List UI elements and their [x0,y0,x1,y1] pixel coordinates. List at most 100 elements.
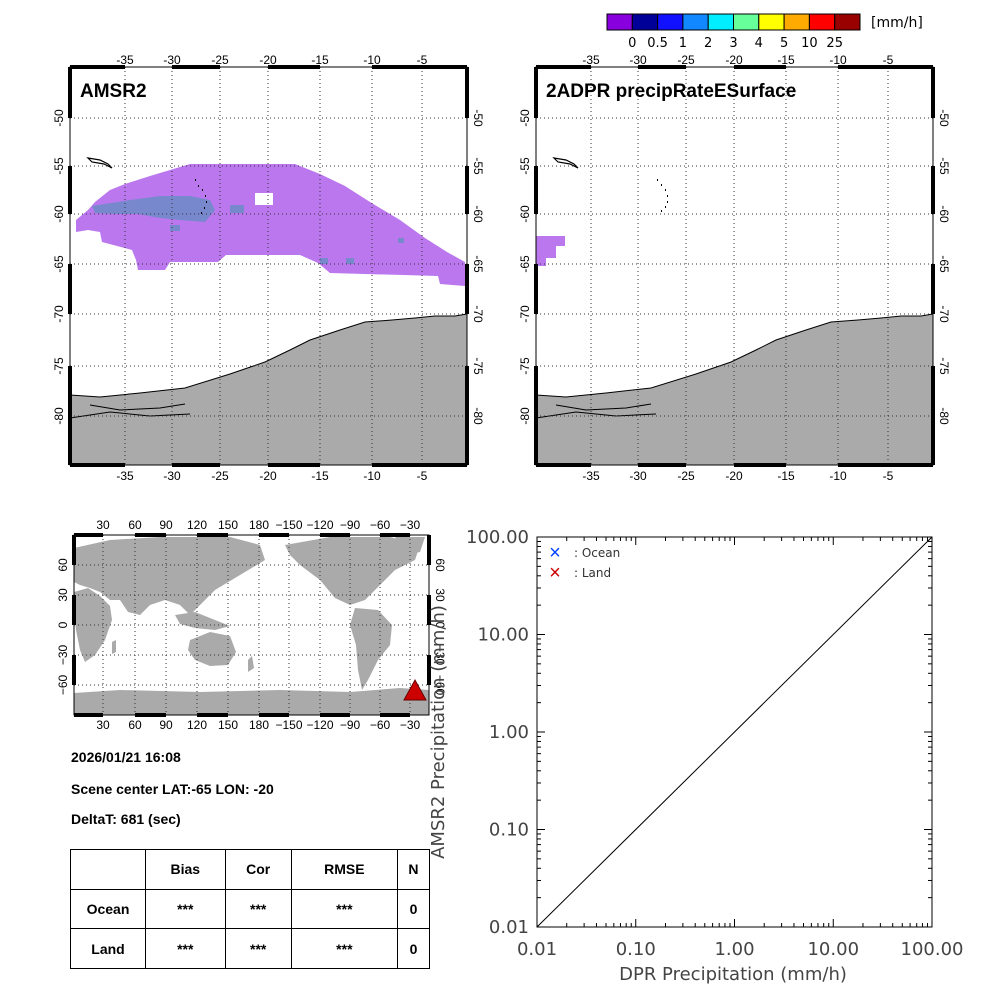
lat-tick-label: -70 [937,305,951,323]
colorbar-label: 5 [780,36,788,51]
table-row: Land *** *** *** 0 [70,928,431,969]
lat-tick-label: -50 [52,109,66,127]
row-label: Ocean [70,888,146,930]
amsr2-light-rain [92,196,215,222]
scatter-panel: 0.01 0.10 1.00 10.00 100.00 0.01 0.10 1.00 10.00… [420,520,980,1000]
lon-tick-label: -20 [725,469,743,483]
lat-tick-label: -55 [52,157,66,175]
world-lon-tick-label: −90 [340,718,361,732]
colorbar-swatch [758,13,785,31]
world-lat-tick-label: 60 [56,558,70,572]
lon-tick-label: -10 [829,53,847,67]
colorbar-label: 3 [729,36,737,51]
table-row: Ocean *** *** *** 0 [70,888,431,930]
world-lon-tick-label: 180 [249,518,269,532]
x-tick-label: 100.00 [901,939,964,960]
cell-cor: *** [224,928,292,969]
colorbar-unit: [mm/h] [871,15,923,31]
lat-tick-label: -70 [471,305,485,323]
world-lat-tick-label: 60 [433,558,447,572]
world-lat-tick-label: 0 [56,621,70,628]
colorbar-label: 10 [801,36,818,51]
colorbar-swatch [631,13,659,31]
world-lat-tick-label: −60 [56,674,70,695]
legend-label: : Ocean [574,546,620,560]
x-tick-label: 0.01 [517,939,557,960]
world-lon-tick-label: 30 [96,518,110,532]
lon-tick-label: -35 [582,53,600,67]
world-lon-tick-label: −120 [306,718,333,732]
lat-tick-label: -75 [518,357,532,375]
world-lon-tick-label: 180 [249,718,269,732]
world-lon-tick-label: 120 [187,718,207,732]
scene-center: Scene center LAT:-65 LON: -20 [71,781,274,797]
cell-bias: *** [145,928,226,969]
x-tick-label: 10.00 [807,939,859,960]
stats-table: Bias Cor RMSE N Ocean *** *** *** 0 Land… [70,849,431,969]
scene-location-marker [403,678,427,701]
row-label: Land [70,928,146,969]
world-lon-tick-label: 30 [96,718,110,732]
cell-bias: *** [145,888,226,930]
legend-marker-icon: × [549,562,561,584]
world-lon-tick-label: −90 [340,518,361,532]
lat-tick-label: -50 [937,109,951,127]
colorbar-swatch [783,13,810,31]
colorbar-svg: 0 0.5 1 2 3 4 5 10 25 [606,13,861,51]
world-map-panel: 30 30 60 60 90 90 120 120 150 150 180 180 −150 −150 −1… [0,510,460,740]
lat-tick-label: -60 [937,205,951,223]
colorbar-swatch [682,13,709,31]
lon-tick-label: -15 [311,53,329,67]
world-lon-tick-label: −150 [275,518,302,532]
dpr-map-title: 2ADPR precipRateESurface [546,81,797,102]
world-map: 30 30 60 60 90 90 120 120 150 150 180 180 −150 −150 −1… [56,518,447,732]
lon-tick-label: -20 [259,469,277,483]
colorbar-swatch [733,13,760,31]
lon-tick-label: -25 [211,53,229,67]
world-lat-tick-label: −60 [433,675,447,696]
dpr-map: -35 -35 -30 -30 -25 -25 -20 -20 -15 -15 -10 -10 -5 -5… [518,53,951,483]
lat-tick-label: -60 [471,205,485,223]
legend-label: : Land [574,566,611,580]
scene-datetime: 2026/01/21 16:08 [71,749,181,765]
stats-header-cell [70,849,146,890]
world-lon-tick-label: −150 [275,718,302,732]
world-lon-tick-label: −60 [370,718,391,732]
lat-tick-label: -60 [52,205,66,223]
amsr2-map: -35 -35 -30 -30 -25 -25 -20 -20 -15 -15 -10 -10 -5 -5… [52,53,485,483]
x-tick-label: 1.00 [714,939,754,960]
world-lat-tick-label: −30 [56,644,70,665]
lat-tick-label: -65 [471,255,485,273]
lon-tick-label: -30 [629,53,647,67]
x-axis-label: DPR Precipitation (mm/h) [619,964,847,985]
lat-tick-label: -65 [937,255,951,273]
lon-tick-label: -15 [777,53,795,67]
lat-tick-label: -80 [937,407,951,425]
antarctica-land [536,313,933,465]
antarctica-land [70,313,467,465]
lon-tick-label: -25 [677,469,695,483]
world-lat-tick-label: 0 [433,622,447,629]
lon-tick-label: -10 [829,469,847,483]
colorbar-swatch [606,13,633,31]
lon-tick-label: -25 [211,469,229,483]
colorbar-label: 1 [679,36,687,51]
lat-tick-label: -75 [937,357,951,375]
lat-tick-label: -55 [937,157,951,175]
lat-tick-label: -65 [518,255,532,273]
lon-tick-label: -5 [417,469,428,483]
world-lon-tick-label: 60 [128,518,142,532]
y-tick-label: 0.01 [489,917,529,938]
lat-tick-label: -55 [471,157,485,175]
colorbar-label: 0.5 [647,36,668,51]
stats-header-cor: Cor [224,849,292,890]
lat-tick-label: -65 [52,255,66,273]
dpr-precip-area [536,236,565,266]
y-tick-label: 0.10 [489,820,529,841]
colorbar-swatch [834,13,861,31]
lon-tick-label: -25 [677,53,695,67]
lat-tick-label: -75 [52,357,66,375]
amsr2-map-title: AMSR2 [80,81,147,102]
lat-tick-label: -60 [518,205,532,223]
lon-tick-label: -30 [163,53,181,67]
